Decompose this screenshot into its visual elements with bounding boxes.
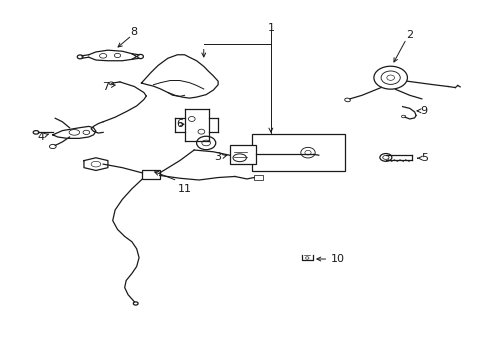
Text: 3: 3 <box>214 152 221 162</box>
Bar <box>254 175 262 180</box>
Text: 11: 11 <box>177 184 191 194</box>
Text: 8: 8 <box>130 27 138 37</box>
Text: 7: 7 <box>102 81 109 91</box>
Text: 2: 2 <box>406 30 412 40</box>
Text: 9: 9 <box>420 106 427 116</box>
Bar <box>251 134 345 171</box>
Bar <box>142 171 160 179</box>
Text: 4: 4 <box>37 132 44 141</box>
Text: 5: 5 <box>420 153 427 163</box>
Text: 6: 6 <box>176 119 183 129</box>
Text: 10: 10 <box>330 255 344 264</box>
Bar <box>230 145 256 164</box>
Text: 1: 1 <box>267 23 274 33</box>
